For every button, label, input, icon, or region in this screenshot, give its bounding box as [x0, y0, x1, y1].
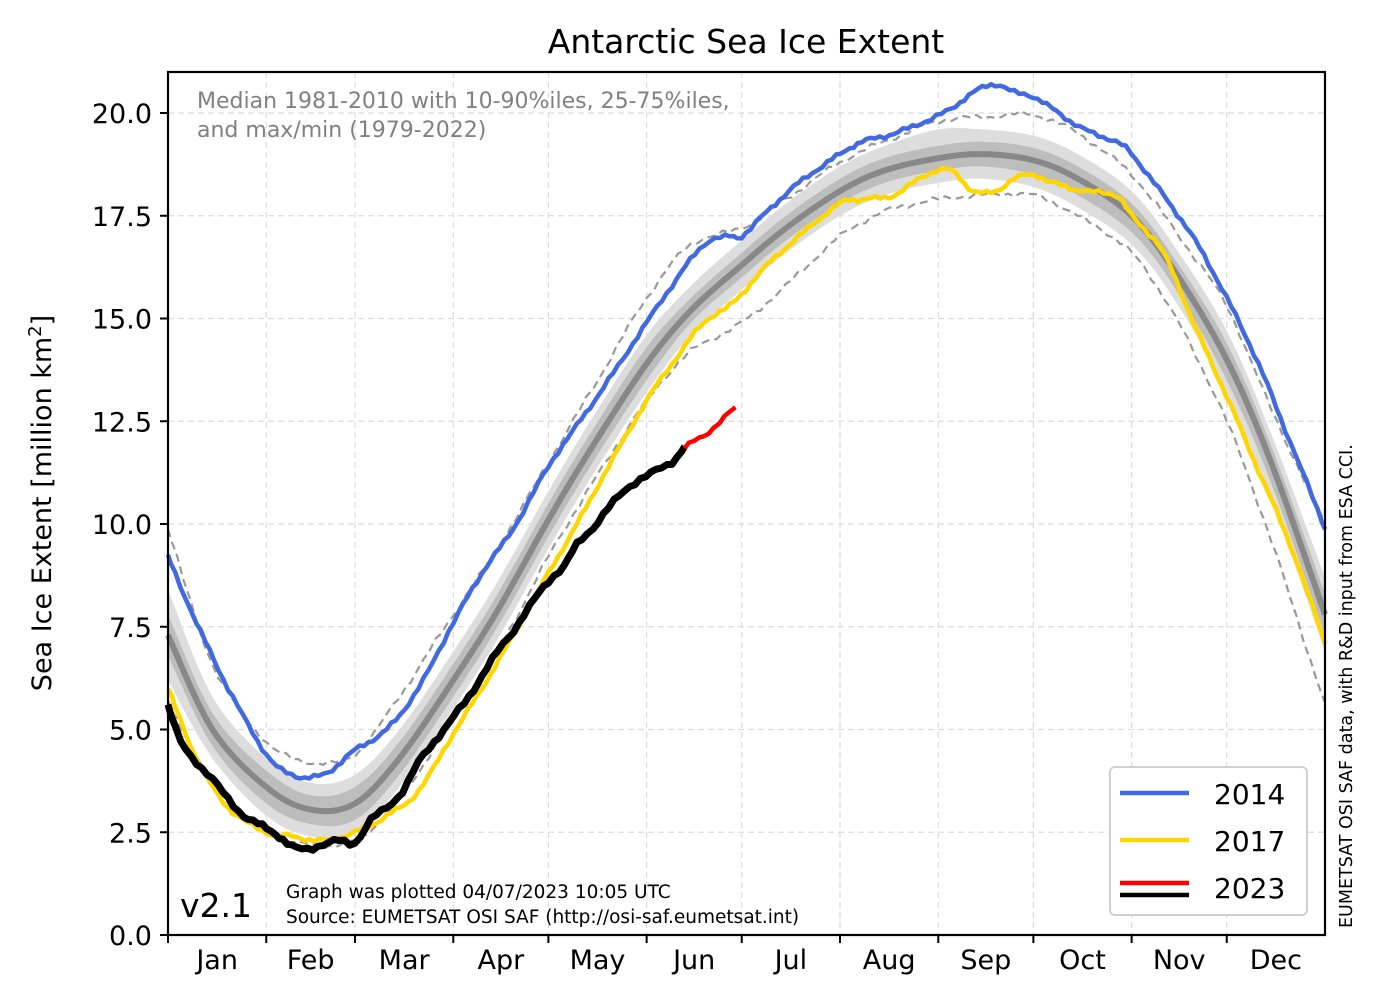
- x-tick-label: Sep: [960, 945, 1011, 976]
- x-tick-label: Jan: [194, 945, 238, 976]
- y-tick-label: 20.0: [92, 99, 152, 130]
- series-lines: [164, 82, 1328, 854]
- x-tick-label: Feb: [287, 945, 335, 976]
- y-tick-label: 15.0: [92, 305, 152, 336]
- y-tick-label: 17.5: [92, 202, 152, 233]
- x-tick-label: Oct: [1059, 945, 1106, 976]
- legend: 2014 2017 2023: [1109, 766, 1308, 916]
- legend-box: [1109, 766, 1308, 916]
- y-tick-label: 10.0: [92, 510, 152, 541]
- plotted-timestamp: Graph was plotted 04/07/2023 10:05 UTC: [286, 882, 671, 903]
- y-tick-label: 0.0: [109, 921, 152, 952]
- x-tick-label: Mar: [379, 945, 431, 976]
- plot-frame: [166, 70, 1327, 937]
- series-line-2017-1: [166, 166, 1328, 844]
- x-tick-label: Dec: [1250, 945, 1302, 976]
- x-tick-label: Jun: [671, 945, 715, 976]
- chart-title: Antarctic Sea Ice Extent: [548, 22, 945, 61]
- version-label: v2.1: [180, 886, 252, 925]
- legend-label: 2017: [1214, 825, 1285, 858]
- x-tick-label: Aug: [863, 945, 916, 976]
- legend-label: 2014: [1214, 778, 1285, 811]
- y-axis-label: Sea Ice Extent [million km2]: [25, 315, 58, 691]
- y-tick-label: 5.0: [109, 716, 152, 747]
- series-line-2014-0: [165, 82, 1328, 781]
- annotation-line-2: and max/min (1979-2022): [197, 118, 486, 143]
- legend-label: 2023: [1214, 872, 1285, 905]
- source-credit: Source: EUMETSAT OSI SAF (http://osi-saf…: [286, 907, 799, 928]
- series-line-2023-2: [164, 444, 688, 854]
- x-axis: Jan Feb Mar Apr May Jun Jul Aug Sep Oct Nov Dec: [167, 935, 1302, 976]
- x-tick-label: Nov: [1153, 945, 1206, 976]
- x-tick-label: May: [570, 945, 626, 976]
- side-credit: EUMETSAT OSI SAF data, with R&D input fr…: [1337, 444, 1357, 928]
- max-line: [166, 109, 1327, 766]
- y-tick-label: 12.5: [92, 407, 152, 438]
- y-tick-label: 7.5: [109, 613, 152, 644]
- x-tick-label: Jul: [773, 945, 808, 976]
- annotation-line-1: Median 1981-2010 with 10-90%iles, 25-75%…: [197, 89, 730, 114]
- climatology-bands: [165, 109, 1328, 851]
- y-axis: 0.0 2.5 5.0 7.5 10.0 12.5 15.0 17.5 20.0: [92, 99, 168, 952]
- y-tick-label: 2.5: [109, 818, 152, 849]
- series-line-2023-3: [682, 405, 737, 450]
- x-tick-label: Apr: [477, 945, 525, 976]
